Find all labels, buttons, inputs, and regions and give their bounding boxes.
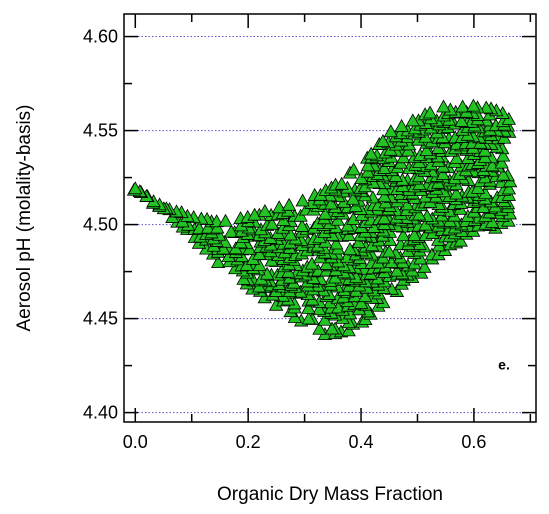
data-point-651 [495,148,511,162]
data-point-161 [252,258,267,272]
data-point-338 [210,220,225,234]
data-point-480 [324,196,339,210]
data-point-27 [301,300,316,314]
y-axis-title: Aerosol pH (molality-basis) [14,104,35,331]
data-point-254 [329,236,344,250]
data-point-611 [346,162,361,176]
y-tick-labels: 4.40 4.45 4.50 4.55 4.60 [83,27,118,423]
data-point-596 [496,167,511,181]
data-point-165 [319,257,334,270]
data-point-550 [128,181,143,195]
x-tick-label-2: 0.4 [349,432,374,452]
data-point-458 [272,200,287,214]
data-point-14 [301,311,316,325]
data-point-225 [342,242,358,255]
data-point-350 [294,218,310,232]
y-tick-label-3: 4.55 [83,121,118,141]
data-point-549 [501,181,517,195]
data-point-202 [252,246,267,260]
y-tick-label-1: 4.45 [83,309,118,329]
data-point-260 [351,235,367,249]
data-point-564 [334,176,349,190]
data-point-499 [345,191,361,205]
data-point-551 [470,180,486,194]
data-point-725 [394,118,409,132]
y-tick-label-0: 4.40 [83,403,118,423]
data-point-337 [200,220,216,234]
data-point-385 [218,213,233,227]
x-tick-label-3: 0.6 [461,432,486,452]
data-point-631 [494,155,509,169]
data-point-756 [422,105,438,119]
x-tick-label-0: 0.0 [123,432,148,452]
data-point-367 [264,216,280,230]
data-point-642 [396,150,411,164]
data-point-138 [389,263,405,277]
data-point-602 [360,164,376,178]
data-point-663 [477,143,493,157]
data-point-153 [417,259,432,273]
axis-ticks [124,14,536,422]
data-point-302 [283,227,298,241]
data-point-665 [419,143,434,157]
data-point-422 [247,207,262,221]
data-points [126,98,518,340]
data-point-26 [312,302,327,316]
data-point-762 [479,100,494,114]
data-point-743 [405,113,420,127]
y-tick-label-2: 4.50 [83,215,118,235]
data-point-423 [411,207,427,221]
data-point-11 [317,312,333,326]
data-point-624 [360,158,376,172]
data-point-513 [377,189,392,203]
data-point-599 [435,166,451,180]
data-point-6 [324,321,340,335]
data-point-639 [449,151,464,164]
data-point-215 [382,244,397,258]
panel-label: e. [498,356,510,372]
data-point-437 [257,203,273,217]
data-point-266 [453,233,468,247]
data-point-766 [466,98,481,112]
data-point-688 [375,134,391,147]
x-tick-labels: 0.0 0.2 0.4 0.6 [123,432,487,452]
data-point-293 [396,228,411,242]
data-point-655 [363,146,379,160]
data-point-495 [295,193,310,207]
data-point-474 [281,197,297,211]
data-point-37 [354,295,369,309]
data-point-765 [436,99,451,113]
data-point-3 [341,323,356,337]
data-point-527 [449,186,464,200]
x-axis-title: Organic Dry Mass Fraction [217,484,443,505]
data-point-296 [341,228,357,242]
data-point-174 [210,254,226,268]
data-point-298 [407,227,422,241]
data-point-427 [317,206,333,220]
data-point-739 [454,113,469,127]
data-point-764 [455,99,470,113]
data-point-712 [383,124,399,138]
data-point-4 [312,321,327,335]
y-tick-label-4: 4.60 [83,27,118,47]
plot-frame [123,13,537,423]
x-tick-label-1: 0.2 [236,432,261,452]
data-point-584 [354,171,369,185]
data-point-613 [376,161,392,174]
data-point-401 [376,211,392,225]
